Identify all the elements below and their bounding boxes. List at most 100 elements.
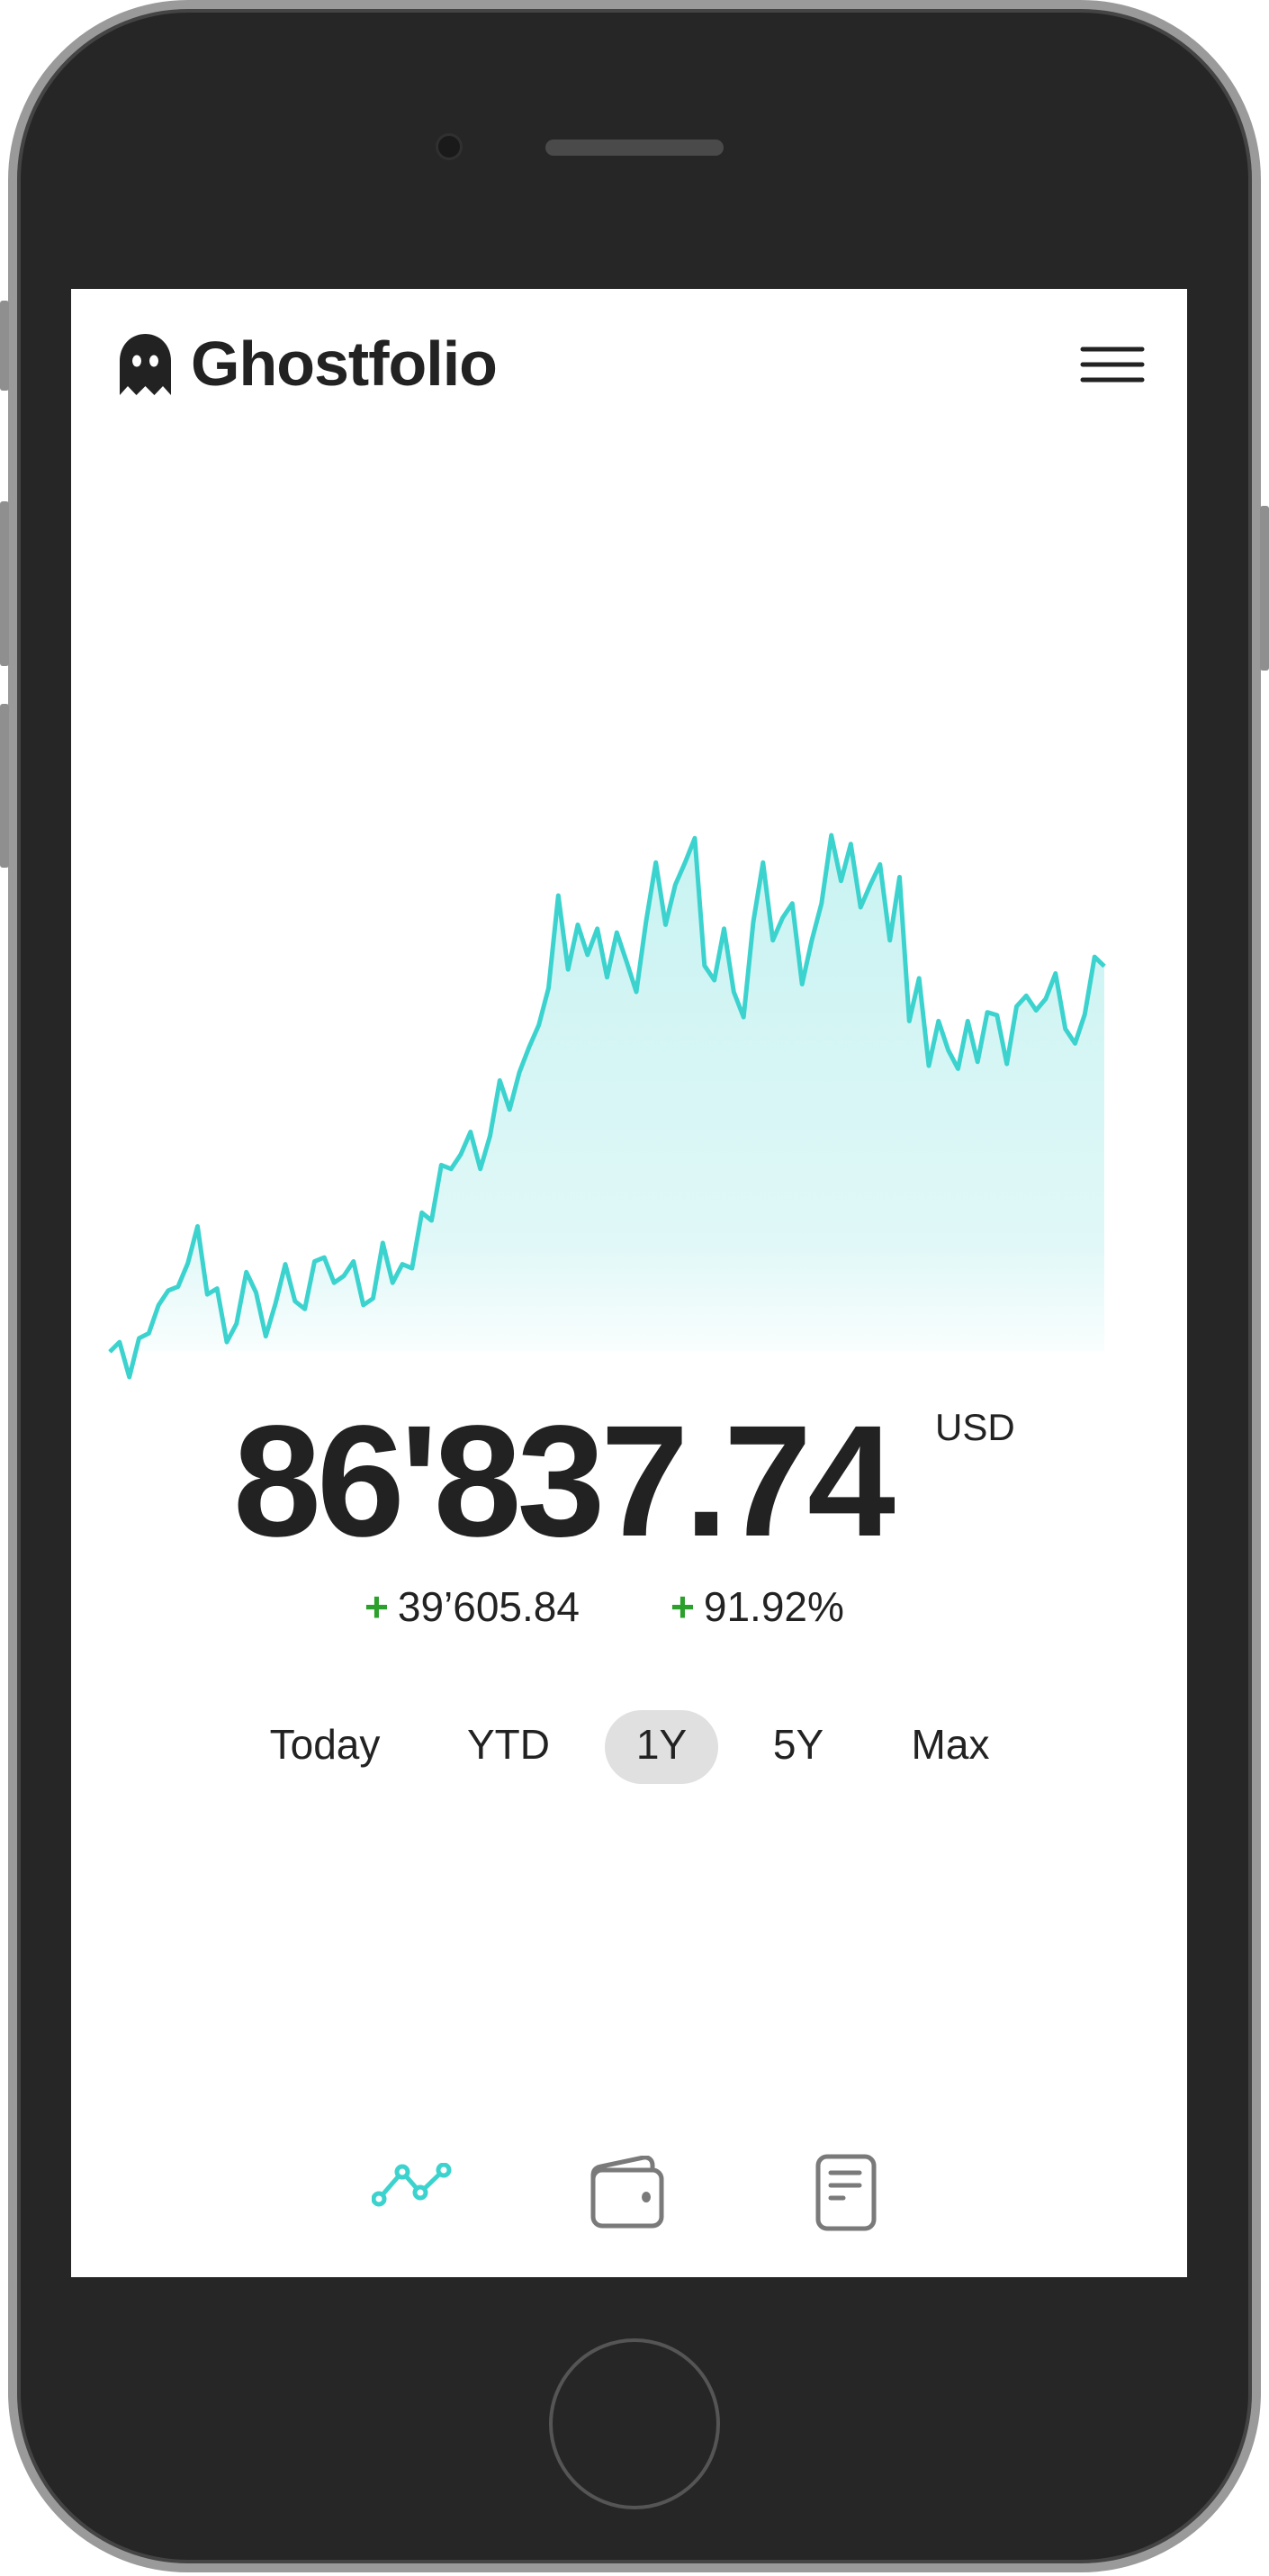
- period-today[interactable]: Today: [269, 1721, 381, 1768]
- document-icon[interactable]: [814, 2153, 878, 2232]
- wallet-icon[interactable]: [590, 2156, 667, 2231]
- chart-data-point: [821, 903, 823, 905]
- chart-data-point: [752, 921, 754, 923]
- chart-data-point: [518, 1072, 520, 1074]
- period-ytd[interactable]: YTD: [467, 1721, 550, 1768]
- chart-data-point: [1016, 1005, 1017, 1007]
- chart-data-point: [831, 834, 832, 836]
- chart-data-point: [879, 863, 881, 865]
- phone-speaker: [545, 140, 724, 156]
- phone-volume-up: [0, 501, 9, 666]
- chart-data-point: [635, 991, 637, 993]
- chart-data-point: [772, 940, 774, 941]
- phone-mute-switch: [0, 301, 9, 391]
- period-1y[interactable]: 1Y: [635, 1721, 688, 1768]
- chart-data-point: [811, 940, 813, 941]
- chart-data-point: [889, 940, 891, 941]
- chart-data-point: [440, 1164, 442, 1166]
- chart-data-point: [363, 1304, 364, 1306]
- chart-data-point: [1025, 995, 1027, 996]
- chart-data-point: [645, 921, 647, 923]
- chart-data-point: [129, 1376, 130, 1378]
- chart-data-point: [626, 961, 627, 963]
- chart-area-fill: [110, 835, 1104, 1377]
- chart-data-point: [548, 987, 549, 989]
- chart-data-point: [616, 932, 617, 933]
- chart-data-point: [177, 1285, 179, 1287]
- chart-data-point: [167, 1290, 169, 1292]
- chart-data-point: [762, 861, 764, 863]
- chart-data-point: [148, 1332, 149, 1334]
- chart-data-point: [470, 1131, 472, 1133]
- chart-data-point: [206, 1293, 208, 1295]
- chart-data-point: [938, 1020, 940, 1022]
- chart-data-point: [587, 954, 589, 956]
- phone-home-button[interactable]: [549, 2338, 720, 2509]
- chart-data-point: [791, 903, 793, 905]
- chart-data-point: [841, 880, 842, 882]
- chart-data-point: [597, 928, 598, 930]
- chart-data-point: [109, 1351, 111, 1353]
- selected-period-highlight: [605, 1710, 718, 1784]
- chart-data-point: [304, 1308, 306, 1310]
- hamburger-menu-icon[interactable]: [1080, 347, 1145, 383]
- chart-data-point: [284, 1264, 286, 1265]
- chart-data-point: [480, 1168, 482, 1170]
- chart-data-point: [684, 861, 686, 863]
- absolute-change: +39’605.84: [364, 1586, 580, 1627]
- chart-data-point: [908, 1020, 910, 1022]
- chart-data-point: [1065, 1028, 1066, 1030]
- portfolio-value: 86'837.74: [233, 1393, 896, 1570]
- period-5y[interactable]: 5Y: [772, 1721, 824, 1768]
- chart-data-point: [899, 876, 900, 878]
- chart-data-point: [236, 1323, 238, 1325]
- chart-data-point: [782, 917, 783, 919]
- chart-data-point: [274, 1302, 276, 1304]
- chart-data-point: [996, 1014, 998, 1016]
- chart-data-point: [655, 861, 657, 863]
- line-chart-icon[interactable]: [372, 2163, 456, 2208]
- absolute-change-value: 39’605.84: [397, 1583, 580, 1630]
- chart-data-point: [918, 977, 920, 979]
- app-logo[interactable]: Ghostfolio: [120, 332, 498, 397]
- chart-data-point: [1075, 1042, 1076, 1044]
- chart-data-point: [382, 1242, 383, 1244]
- chart-data-point: [538, 1024, 540, 1026]
- chart-data-point: [704, 965, 706, 967]
- chart-data-point: [948, 1049, 950, 1051]
- plus-sign: +: [364, 1583, 389, 1630]
- chart-data-point: [928, 1065, 930, 1067]
- chart-data-point: [353, 1260, 355, 1262]
- chart-data-point: [1006, 1063, 1008, 1065]
- chart-data-point: [187, 1263, 189, 1265]
- chart-data-point: [567, 968, 569, 970]
- phone-volume-down: [0, 704, 9, 868]
- period-max[interactable]: Max: [911, 1721, 990, 1768]
- phone-power-button: [1260, 506, 1269, 671]
- chart-data-point: [986, 1012, 988, 1013]
- chart-data-point: [976, 1061, 978, 1063]
- chart-data-point: [850, 843, 851, 845]
- ghost-icon: [120, 334, 171, 395]
- chart-data-point: [343, 1275, 345, 1277]
- chart-data-point: [801, 983, 803, 985]
- chart-data-point: [1045, 998, 1047, 1000]
- chart-data-point: [158, 1304, 159, 1306]
- chart-data-point: [665, 923, 666, 925]
- currency-label: USD: [935, 1406, 1015, 1448]
- app-title: Ghostfolio: [191, 329, 498, 399]
- chart-data-point: [119, 1341, 121, 1343]
- chart-data-point: [197, 1225, 198, 1227]
- chart-data-point: [246, 1271, 248, 1273]
- chart-data-point: [323, 1256, 325, 1258]
- chart-data-point: [714, 979, 716, 981]
- performance-chart[interactable]: [71, 289, 1187, 1405]
- chart-data-point: [1084, 1013, 1085, 1015]
- chart-data-point: [860, 906, 861, 908]
- chart-data-point: [226, 1341, 228, 1343]
- chart-data-point: [1055, 972, 1057, 974]
- chart-data-point: [577, 923, 579, 925]
- chart-data-point: [314, 1260, 315, 1262]
- chart-data-point: [508, 1109, 510, 1111]
- phone-camera: [438, 136, 460, 158]
